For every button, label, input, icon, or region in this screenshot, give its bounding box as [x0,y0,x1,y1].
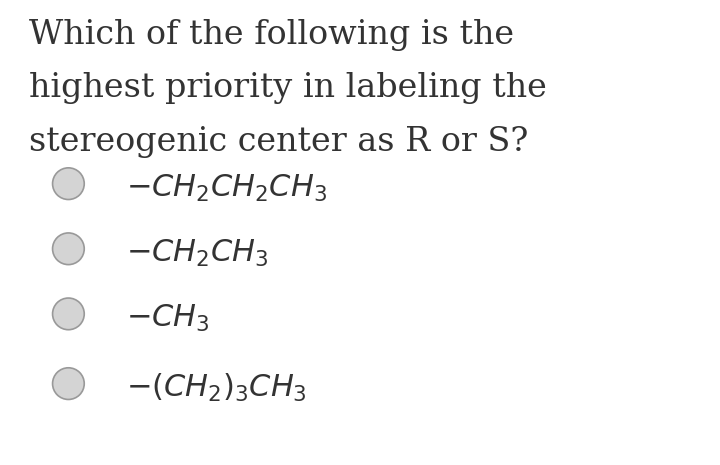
Ellipse shape [53,233,84,265]
Ellipse shape [53,298,84,330]
Text: highest priority in labeling the: highest priority in labeling the [29,72,546,104]
Ellipse shape [53,168,84,199]
Text: $-CH_2CH_3$: $-CH_2CH_3$ [126,238,269,269]
Text: $-(CH_2)_3CH_3$: $-(CH_2)_3CH_3$ [126,372,307,405]
Text: $-CH_3$: $-CH_3$ [126,303,210,334]
Ellipse shape [53,368,84,399]
Text: Which of the following is the: Which of the following is the [29,19,514,51]
Text: stereogenic center as R or S?: stereogenic center as R or S? [29,126,528,158]
Text: $-CH_2CH_2CH_3$: $-CH_2CH_2CH_3$ [126,173,327,204]
